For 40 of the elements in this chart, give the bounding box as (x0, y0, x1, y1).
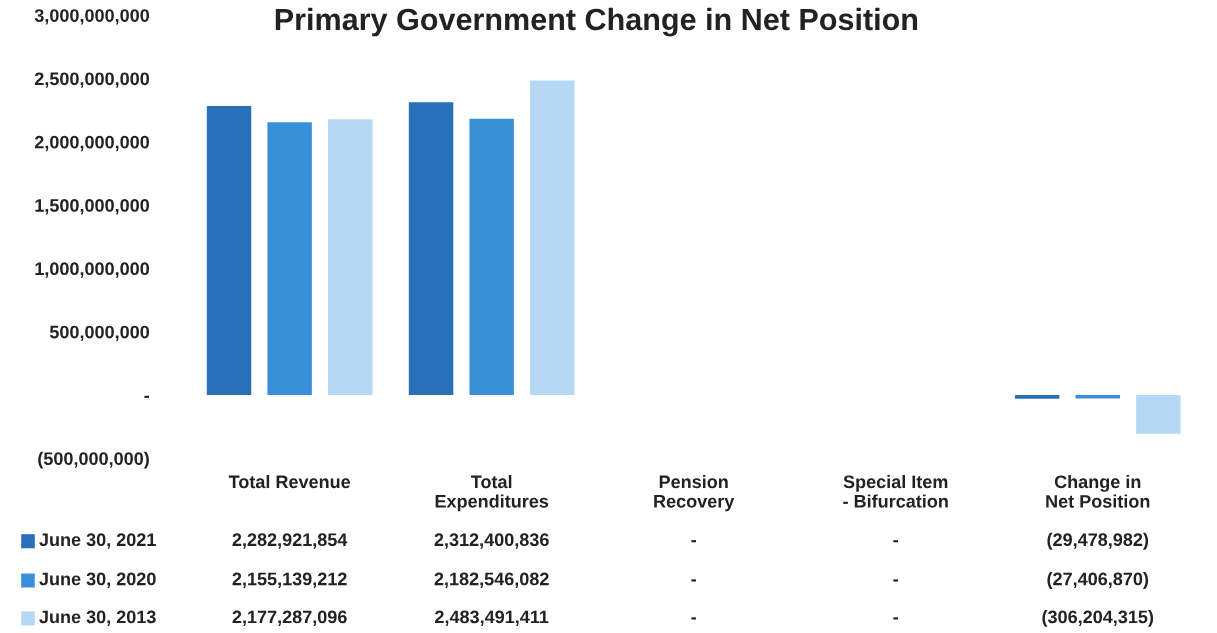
y-tick-label: 2,000,000,000 (34, 135, 150, 152)
x-tick-label: Change in Net Position (1046, 474, 1150, 508)
bar (267, 122, 312, 395)
legend-label: June 30, 2020 (39, 572, 156, 588)
x-tick-label: Total Revenue (228, 474, 351, 489)
legend-label: June 30, 2021 (39, 533, 156, 549)
chart-title: Primary Government Change in Net Position (275, 7, 918, 37)
data-label: (29,478,982) (1047, 532, 1149, 550)
y-tick-label: 1,500,000,000 (35, 199, 150, 215)
y-tick-label: - (144, 395, 150, 398)
y-tick-label: 2,500,000,000 (34, 72, 150, 88)
bar (469, 118, 514, 395)
data-label: 2,155,139,212 (232, 572, 347, 588)
x-tick-label: Total Expenditures (435, 474, 549, 512)
data-label: - (691, 540, 696, 543)
data-label: 2,483,491,411 (435, 610, 549, 626)
bar (206, 105, 252, 395)
data-label: - (691, 579, 696, 582)
data-label: 2,312,400,836 (434, 533, 549, 549)
data-label: 2,177,287,096 (232, 610, 347, 626)
y-tick-label: 500,000,000 (49, 325, 150, 342)
data-label: - (893, 617, 898, 620)
y-tick-label: 1,000,000,000 (35, 262, 150, 278)
bar (530, 80, 575, 395)
x-tick-label: Pension Recovery (654, 474, 735, 512)
bar (408, 102, 454, 395)
x-tick-label: Special Item - Bifurcation (843, 474, 948, 508)
bar (1136, 394, 1181, 434)
data-label: - (893, 579, 898, 582)
data-label: (306,204,315) (1042, 610, 1154, 627)
bar (1014, 394, 1060, 399)
data-label: 2,182,546,082 (434, 572, 549, 588)
y-tick-label: 3,000,000,000 (34, 9, 150, 25)
y-tick-label: (500,000,000) (38, 451, 149, 469)
data-label: (27,406,870) (1047, 572, 1149, 589)
legend-label: June 30, 2013 (39, 610, 156, 626)
data-label: - (691, 617, 696, 620)
data-label: - (893, 540, 898, 543)
data-label: 2,282,921,854 (232, 533, 348, 549)
bar (328, 119, 373, 395)
